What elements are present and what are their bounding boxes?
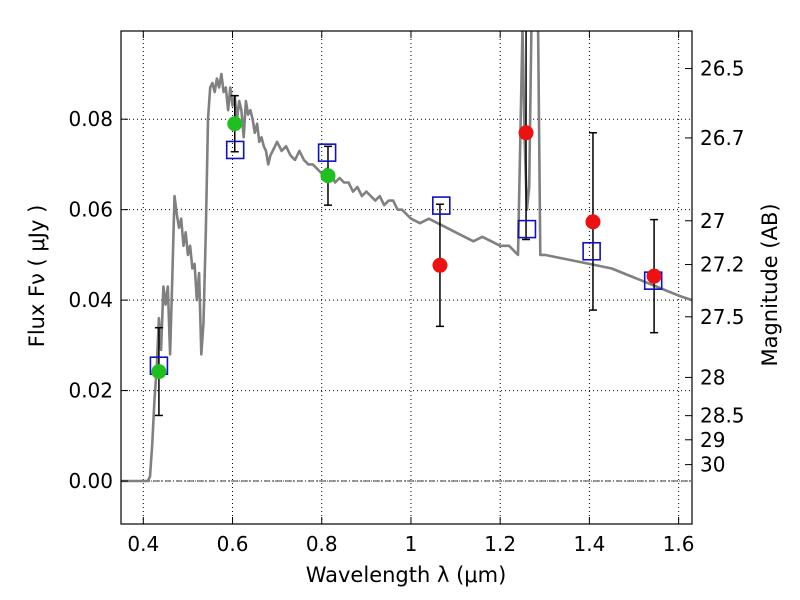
right-tick-label: 28.5 (700, 404, 745, 428)
photometry-point-red (432, 257, 448, 273)
x-tick-label: 0.6 (217, 532, 249, 556)
right-tick-label: 27 (700, 209, 725, 233)
x-tick-label: 0.8 (306, 532, 338, 556)
y-tick-label: 0.02 (68, 379, 113, 403)
model-photometry-square (431, 196, 451, 215)
x-tick-label: 1.6 (663, 532, 695, 556)
model-photometry-square (225, 140, 245, 160)
model-spectrum-layer (121, 31, 692, 483)
y-tick-label: 0.08 (68, 107, 113, 131)
photometry-point-green (320, 168, 336, 184)
x-tick-label: 1 (405, 532, 418, 556)
photometry-point-green (151, 364, 167, 380)
right-tick-label: 28 (700, 365, 725, 389)
x-tick-label: 0.4 (127, 532, 159, 556)
y-axis-label: Flux Fν ( μJy ) (25, 205, 49, 348)
x-tick-label: 1.4 (573, 532, 605, 556)
y-tick-label: 0.06 (68, 198, 113, 222)
model-photometry-square (582, 241, 601, 261)
right-tick-label: 30 (700, 453, 725, 477)
right-tick-label: 27.2 (700, 253, 745, 277)
photometry-layer (151, 116, 662, 380)
y-tick-label: 0.00 (68, 469, 113, 493)
axes-frame (120, 30, 693, 525)
right-tick-label: 27.5 (700, 305, 745, 329)
photometry-point-red (646, 268, 662, 284)
photometry-point-red (518, 125, 534, 141)
y-tick-label: 0.04 (68, 288, 113, 312)
right-tick-label: 26.5 (700, 57, 745, 81)
tick-layer: 0.4 0.6 0.8 1 1.2 1.4 1.6 0.00 0.02 0.04 0.06 0.08 2… (68, 31, 745, 556)
model-photometry-square (517, 219, 537, 239)
grid (121, 31, 692, 524)
right-tick-label: 26.7 (700, 126, 745, 150)
x-axis-label: Wavelength λ (μm) (306, 563, 507, 587)
plot-frame (120, 30, 693, 525)
x-tick-label: 1.2 (484, 532, 516, 556)
model-photometry-square (317, 143, 337, 162)
photometry-point-red (585, 214, 601, 230)
right-tick-label: 29 (700, 428, 725, 452)
right-axis-label: Magnitude (AB) (758, 203, 782, 366)
photometry-point-green (227, 116, 243, 132)
model-spectrum-line (121, 31, 692, 483)
model-photometry-layer (149, 140, 663, 375)
